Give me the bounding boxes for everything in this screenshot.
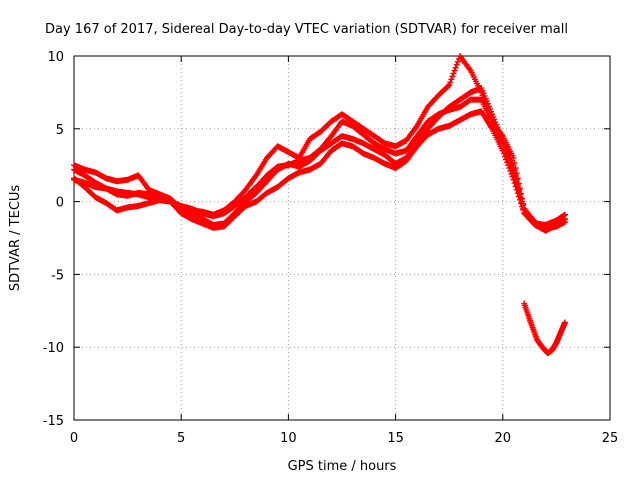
data-point: [483, 103, 490, 110]
data-point: [510, 154, 517, 161]
data-point: [504, 159, 511, 166]
y-tick-label: -10: [43, 341, 64, 356]
data-point: [561, 319, 568, 326]
data-point: [514, 175, 521, 182]
grid-lines: [74, 56, 610, 420]
x-tick-label: 5: [177, 431, 185, 446]
data-marks: [71, 53, 568, 357]
data-point: [503, 156, 510, 163]
data-point: [561, 218, 568, 225]
chart-title: Day 167 of 2017, Sidereal Day-to-day VTE…: [45, 22, 568, 37]
x-tick-label: 0: [70, 431, 78, 446]
y-tick-label: 5: [56, 123, 64, 138]
data-point: [501, 153, 508, 160]
x-tick-label: 20: [495, 431, 512, 446]
data-point: [449, 73, 456, 80]
y-tick-label: 0: [56, 196, 64, 211]
data-point: [446, 82, 453, 89]
data-point: [507, 168, 514, 175]
data-point: [447, 79, 454, 86]
y-tick-label: -5: [51, 268, 64, 283]
x-tick-label: 10: [280, 431, 297, 446]
tick-labels: 0 5 10 15 20 25 -15 -10 -5 0 5 10: [43, 50, 619, 446]
data-point: [486, 112, 493, 119]
data-point: [484, 106, 491, 113]
x-tick-label: 15: [387, 431, 404, 446]
data-point: [448, 76, 455, 83]
series-dip-segment: [521, 300, 568, 357]
data-point: [499, 147, 506, 154]
data-point: [509, 173, 516, 180]
data-point: [481, 98, 488, 105]
axis-ticks: [73, 55, 611, 421]
data-point: [450, 70, 457, 77]
data-point: [510, 176, 517, 183]
data-point: [479, 92, 486, 99]
data-point: [512, 165, 519, 172]
data-point: [452, 64, 459, 71]
data-point: [561, 211, 568, 218]
series-track-4: [71, 53, 568, 233]
data-point: [500, 150, 507, 157]
data-point: [488, 115, 495, 122]
data-point: [480, 95, 487, 102]
data-point: [519, 195, 526, 202]
x-tick-label: 25: [602, 431, 619, 446]
data-point: [508, 170, 515, 177]
x-axis-title: GPS time / hours: [288, 459, 397, 474]
data-point: [506, 165, 513, 172]
data-point: [520, 200, 527, 207]
data-point: [511, 160, 518, 167]
data-point: [518, 190, 525, 197]
data-point: [451, 67, 458, 74]
data-point: [513, 186, 520, 193]
data-point: [513, 170, 520, 177]
data-point: [454, 58, 461, 65]
y-tick-label: 10: [47, 50, 64, 65]
data-point: [445, 83, 452, 90]
plot-frame: [73, 55, 611, 421]
data-point: [515, 180, 522, 187]
data-point: [505, 162, 512, 169]
data-point: [482, 101, 489, 108]
data-point: [453, 61, 460, 68]
series-track-3: [71, 108, 568, 231]
data-point: [512, 183, 519, 190]
data-point: [478, 89, 485, 96]
y-axis-title: SDTVAR / TECUs: [8, 185, 23, 292]
data-point: [485, 109, 492, 116]
data-point: [516, 185, 523, 192]
y-tick-label: -15: [43, 414, 64, 429]
